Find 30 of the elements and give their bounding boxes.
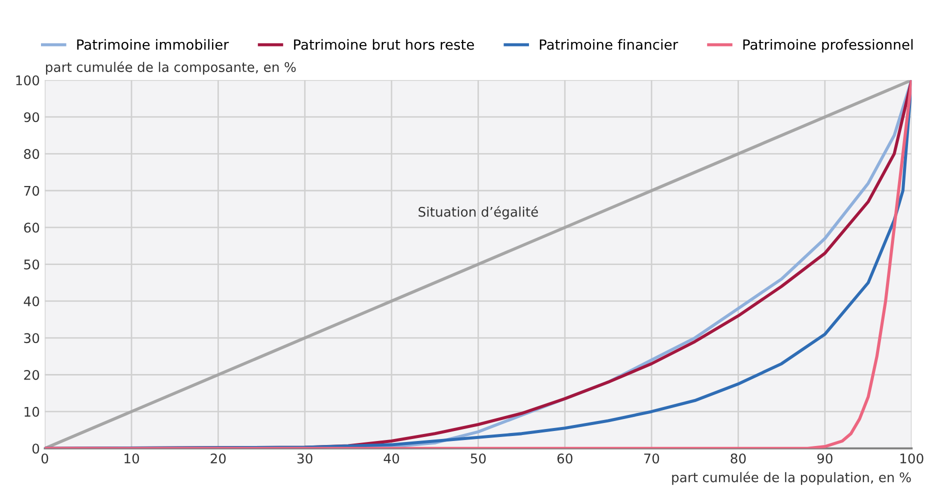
y-tick-label: 20 (24, 370, 40, 380)
x-tick-label: 60 (557, 453, 572, 464)
y-axis-title: part cumulée de la composante, en % (46, 61, 296, 75)
legend-label: Patrimoine professionnel (743, 39, 913, 53)
x-tick-label: 70 (644, 453, 660, 464)
y-tick-label: 60 (24, 222, 40, 233)
y-tick-label: 100 (16, 75, 40, 86)
y-tick-label: 80 (24, 149, 40, 160)
x-tick-label: 40 (384, 453, 400, 464)
line-series (44, 80, 912, 448)
x-axis-title: part cumulée de la population, en % (672, 472, 911, 485)
legend-label: Patrimoine immobilier (77, 39, 229, 50)
x-tick-label: 30 (297, 453, 312, 464)
y-tick-label: 90 (24, 112, 40, 122)
y-tick-label: 40 (24, 296, 40, 306)
x-tick-label: 90 (817, 453, 832, 464)
legend-label: Patrimoine financier (540, 39, 678, 50)
x-tick-label: 10 (124, 453, 140, 464)
annotation: Situation d’égalité (418, 206, 538, 220)
x-tick-label: 80 (730, 453, 746, 464)
x-tick-label: 100 (900, 453, 924, 464)
x-tick-label: 0 (42, 453, 48, 464)
y-tick-label: 50 (24, 260, 40, 270)
y-tick-label: 0 (32, 444, 40, 454)
y-tick-label: 10 (24, 406, 40, 417)
x-tick-label: 20 (210, 453, 226, 464)
legend-label: Patrimoine brut hors reste (294, 39, 474, 50)
x-tick-label: 50 (470, 453, 486, 464)
y-tick-label: 70 (24, 186, 40, 196)
y-tick-label: 30 (24, 333, 40, 344)
